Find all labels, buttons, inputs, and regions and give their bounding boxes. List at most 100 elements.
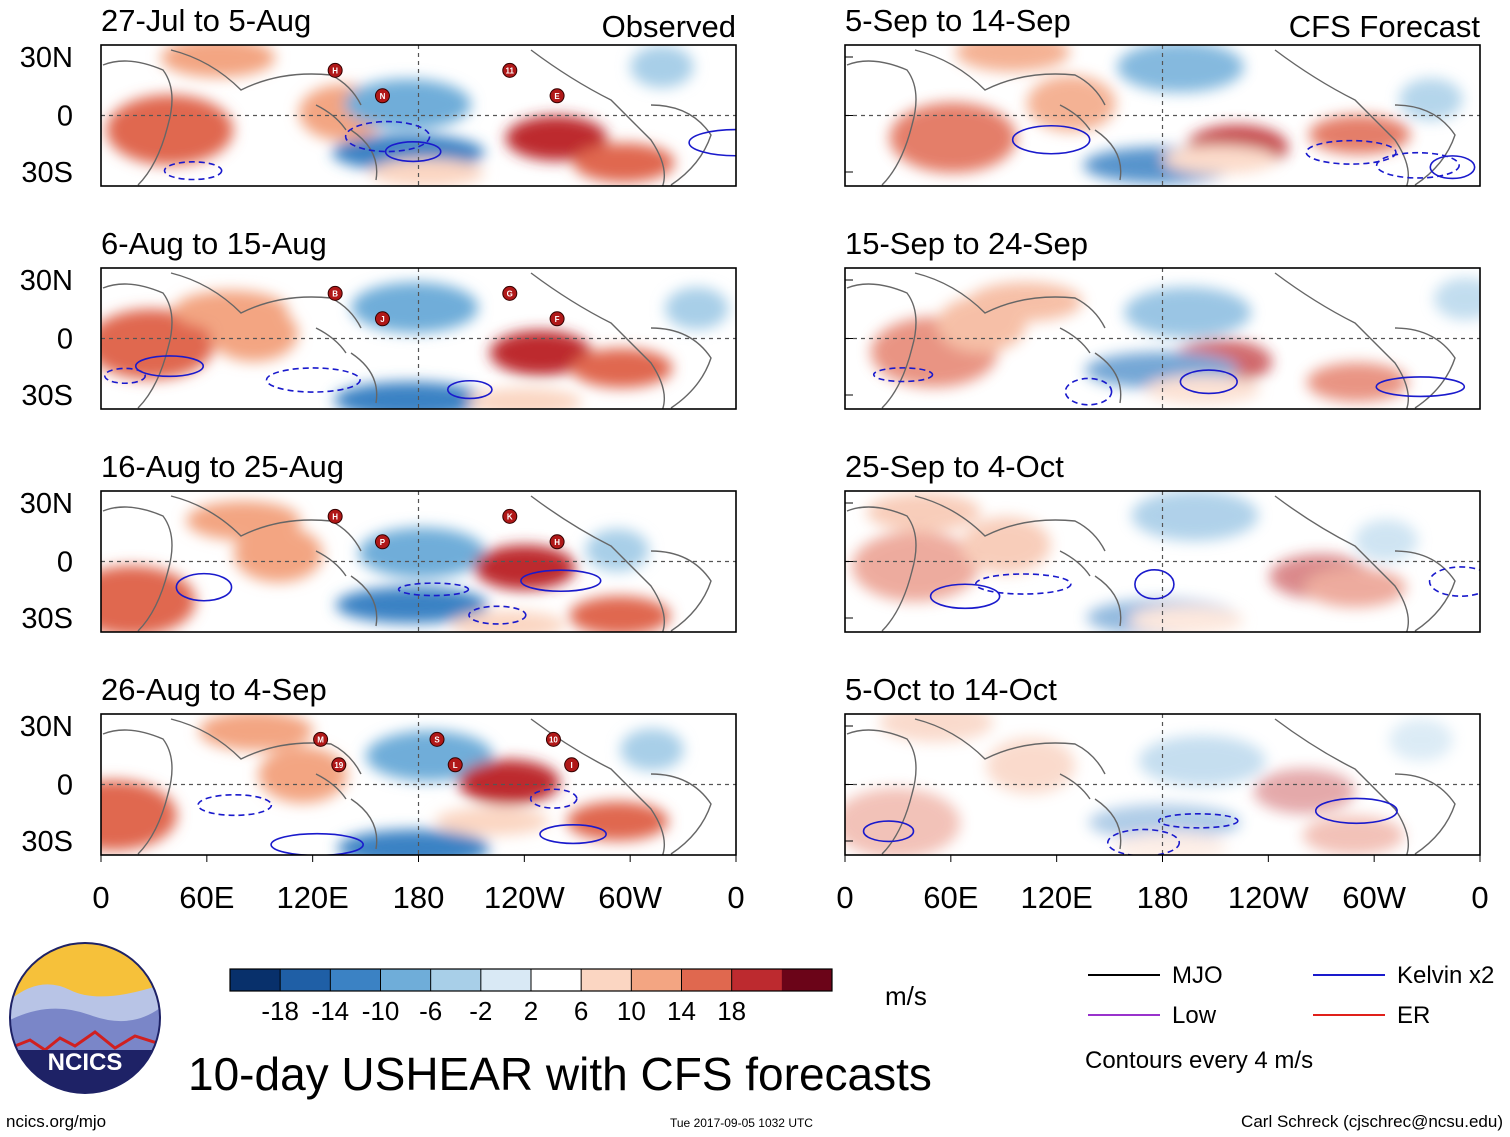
svg-text:19: 19	[334, 761, 343, 770]
svg-text:L: L	[453, 761, 458, 770]
svg-text:H: H	[554, 538, 560, 547]
footer-credit: Carl Schreck (cjschrec@ncsu.edu)	[1241, 1112, 1503, 1131]
storm-marker: S	[429, 731, 445, 747]
svg-text:10: 10	[549, 735, 558, 744]
storm-marker: H	[549, 534, 565, 550]
panel-title: 15-Sep to 24-Sep	[845, 226, 1088, 261]
legend-label: MJO	[1172, 962, 1223, 989]
legend-item: Low	[1088, 1002, 1217, 1029]
colorbar-swatch	[230, 969, 281, 991]
x-tick-label: 120W	[484, 880, 566, 915]
legend-item: Kelvin x2	[1313, 962, 1494, 989]
panel-7: 25-Sep to 4-Oct	[844, 449, 1481, 633]
panel-3: 16-Aug to 25-Aug 30N 0 30S H P K H	[20, 449, 737, 635]
panel-title: 26-Aug to 4-Sep	[101, 672, 327, 707]
storm-marker: K	[502, 508, 518, 524]
svg-text:K: K	[507, 512, 513, 521]
x-tick-label: 0	[836, 880, 853, 915]
colorbar-label: 14	[667, 996, 696, 1026]
panel-title: 5-Sep to 14-Sep	[845, 3, 1071, 38]
colorbar-swatch	[380, 969, 432, 991]
svg-text:I: I	[571, 761, 573, 770]
panel-title: 16-Aug to 25-Aug	[101, 449, 344, 484]
footer-timestamp: Tue 2017-09-05 1032 UTC	[670, 1116, 813, 1130]
y-tick-label: 30N	[20, 42, 73, 74]
y-tick-label: 30S	[21, 603, 73, 635]
y-tick-label: 0	[57, 324, 73, 356]
storm-marker: B	[327, 285, 343, 301]
panel-title: 25-Sep to 4-Oct	[845, 449, 1064, 484]
svg-text:G: G	[507, 289, 513, 298]
panel-title: 6-Aug to 15-Aug	[101, 226, 327, 261]
colorbar-label: 10	[617, 996, 646, 1026]
storm-marker: I	[564, 757, 580, 773]
y-tick-label: 30S	[21, 157, 73, 189]
storm-marker: P	[374, 534, 390, 550]
svg-text:S: S	[434, 735, 440, 744]
panel-6: 15-Sep to 24-Sep	[844, 226, 1481, 410]
panel-4: 26-Aug to 4-Sep 30N 0 30S M 19 S L 10 I	[20, 672, 737, 858]
y-tick-label: 30S	[21, 826, 73, 858]
colorbar-label: 18	[717, 996, 746, 1026]
legend-note: Contours every 4 m/s	[1085, 1047, 1313, 1074]
x-tick-label: 60E	[923, 880, 978, 915]
colorbar-label: -14	[312, 996, 350, 1026]
colorbar-swatch	[531, 969, 582, 991]
colorbar: -18 -14 -10 -6 -2 2 6 10 14 18	[229, 968, 833, 1026]
colorbar-label: 6	[574, 996, 588, 1026]
svg-text:J: J	[380, 315, 384, 324]
storm-marker: E	[549, 88, 565, 104]
colorbar-label: -18	[261, 996, 299, 1026]
svg-text:P: P	[380, 538, 386, 547]
x-tick-label: 60W	[598, 880, 662, 915]
colorbar-label: -6	[419, 996, 442, 1026]
svg-text:B: B	[332, 289, 338, 298]
colorbar-swatch	[681, 969, 733, 991]
x-tick-label: 180	[393, 880, 445, 915]
colorbar-swatch	[781, 969, 833, 991]
svg-text:M: M	[317, 735, 324, 744]
x-axis-1: 0 60E 120E 180 120W 60W 0	[92, 855, 745, 915]
colorbar-label: -10	[362, 996, 400, 1026]
x-tick-label: 60E	[179, 880, 234, 915]
storm-marker: 10	[545, 731, 561, 747]
colorbar-swatch	[280, 969, 331, 991]
panel-5: 5-Sep to 14-Sep CFS Forecast	[844, 3, 1481, 187]
y-tick-label: 0	[57, 547, 73, 579]
footer-url: ncics.org/mjo	[6, 1112, 106, 1131]
x-axis-2: 0 60E 120E 180 120W 60W 0	[836, 855, 1489, 915]
units-label: m/s	[885, 981, 927, 1011]
x-tick-label: 0	[92, 880, 109, 915]
colorbar-label: -2	[469, 996, 492, 1026]
column-header: Observed	[602, 9, 736, 44]
legend: MJO Kelvin x2 Low ER	[1088, 962, 1494, 1029]
colorbar-swatch	[330, 969, 381, 991]
svg-text:F: F	[555, 315, 560, 324]
storm-marker: 11	[502, 62, 518, 78]
storm-marker: G	[502, 285, 518, 301]
panel-2: 6-Aug to 15-Aug 30N 0 30S B J G F	[20, 226, 737, 412]
legend-label: ER	[1397, 1002, 1430, 1029]
svg-text:E: E	[554, 92, 560, 101]
figure-title: 10-day USHEAR with CFS forecasts	[188, 1048, 932, 1100]
colorbar-swatch	[480, 969, 532, 991]
y-tick-label: 0	[57, 101, 73, 133]
colorbar-swatch	[430, 969, 482, 991]
storm-marker: N	[374, 88, 390, 104]
panel-title: 5-Oct to 14-Oct	[845, 672, 1057, 707]
legend-label: Low	[1172, 1002, 1217, 1029]
svg-text:11: 11	[506, 66, 515, 75]
x-tick-label: 0	[727, 880, 744, 915]
x-tick-label: 120E	[1020, 880, 1092, 915]
x-tick-label: 60W	[1342, 880, 1406, 915]
panel-title: 27-Jul to 5-Aug	[101, 3, 311, 38]
svg-text:H: H	[332, 66, 338, 75]
y-tick-label: 30N	[20, 488, 73, 520]
storm-marker: L	[447, 757, 463, 773]
storm-marker: F	[549, 311, 565, 327]
logo-text: NCICS	[48, 1049, 123, 1076]
svg-text:N: N	[380, 92, 386, 101]
storm-marker: 19	[331, 757, 347, 773]
storm-marker: J	[374, 311, 390, 327]
